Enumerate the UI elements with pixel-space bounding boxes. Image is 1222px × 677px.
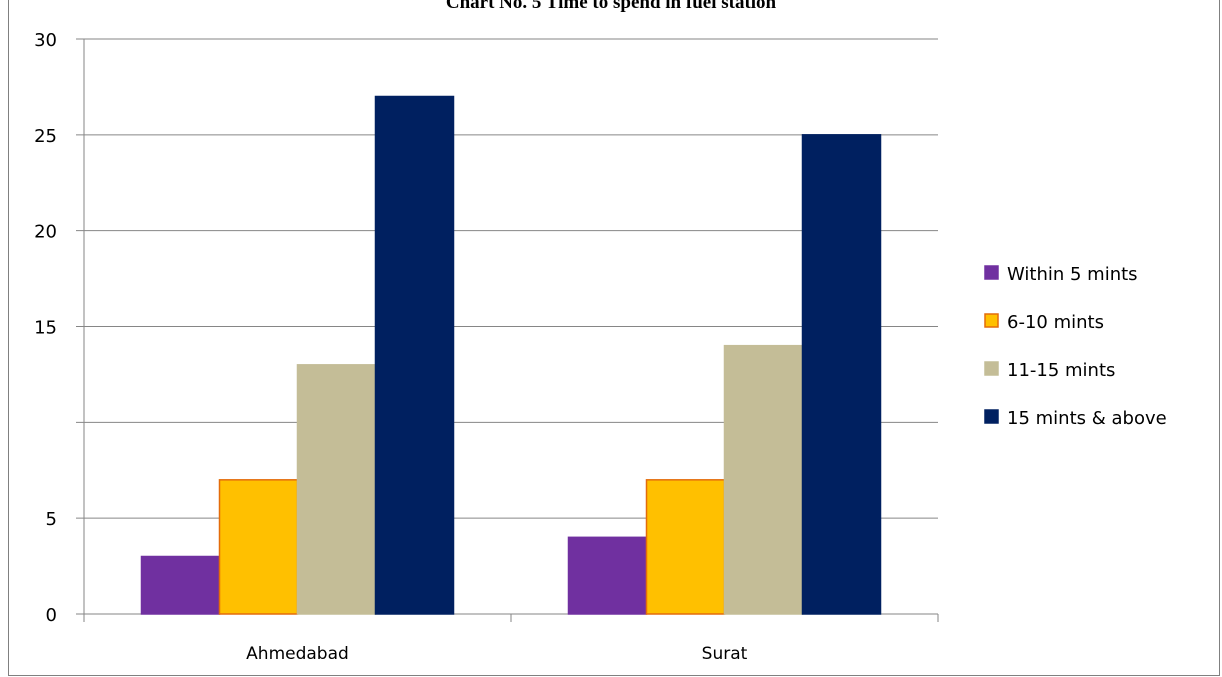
bar	[723, 344, 804, 615]
legend-swatch	[984, 409, 999, 424]
bar	[374, 95, 455, 615]
legend-swatch	[984, 265, 999, 280]
y-tick-label: 5	[46, 509, 57, 530]
chart-title: Chart No. 5 Time to spend in fuel statio…	[445, 0, 777, 13]
legend-label: 6-10 mints	[1007, 312, 1104, 333]
legend-label: Within 5 mints	[1007, 264, 1138, 285]
y-tick-label: 0	[46, 605, 57, 626]
legend-swatch	[984, 361, 999, 376]
bar	[801, 134, 882, 615]
x-category-label: Ahmedabad	[246, 644, 349, 664]
bar	[140, 555, 221, 615]
bar	[218, 479, 299, 615]
y-tick-label: 25	[34, 126, 57, 147]
bar	[296, 364, 377, 615]
legend-label: 11-15 mints	[1007, 360, 1115, 381]
bar	[645, 479, 726, 615]
y-tick-label: 15	[34, 318, 57, 339]
y-tick-label: 20	[34, 222, 57, 243]
y-tick-label: 30	[34, 30, 57, 51]
bar	[567, 536, 648, 615]
x-category-label: Surat	[702, 644, 748, 664]
legend-swatch	[984, 313, 999, 328]
legend-label: 15 mints & above	[1007, 408, 1167, 429]
